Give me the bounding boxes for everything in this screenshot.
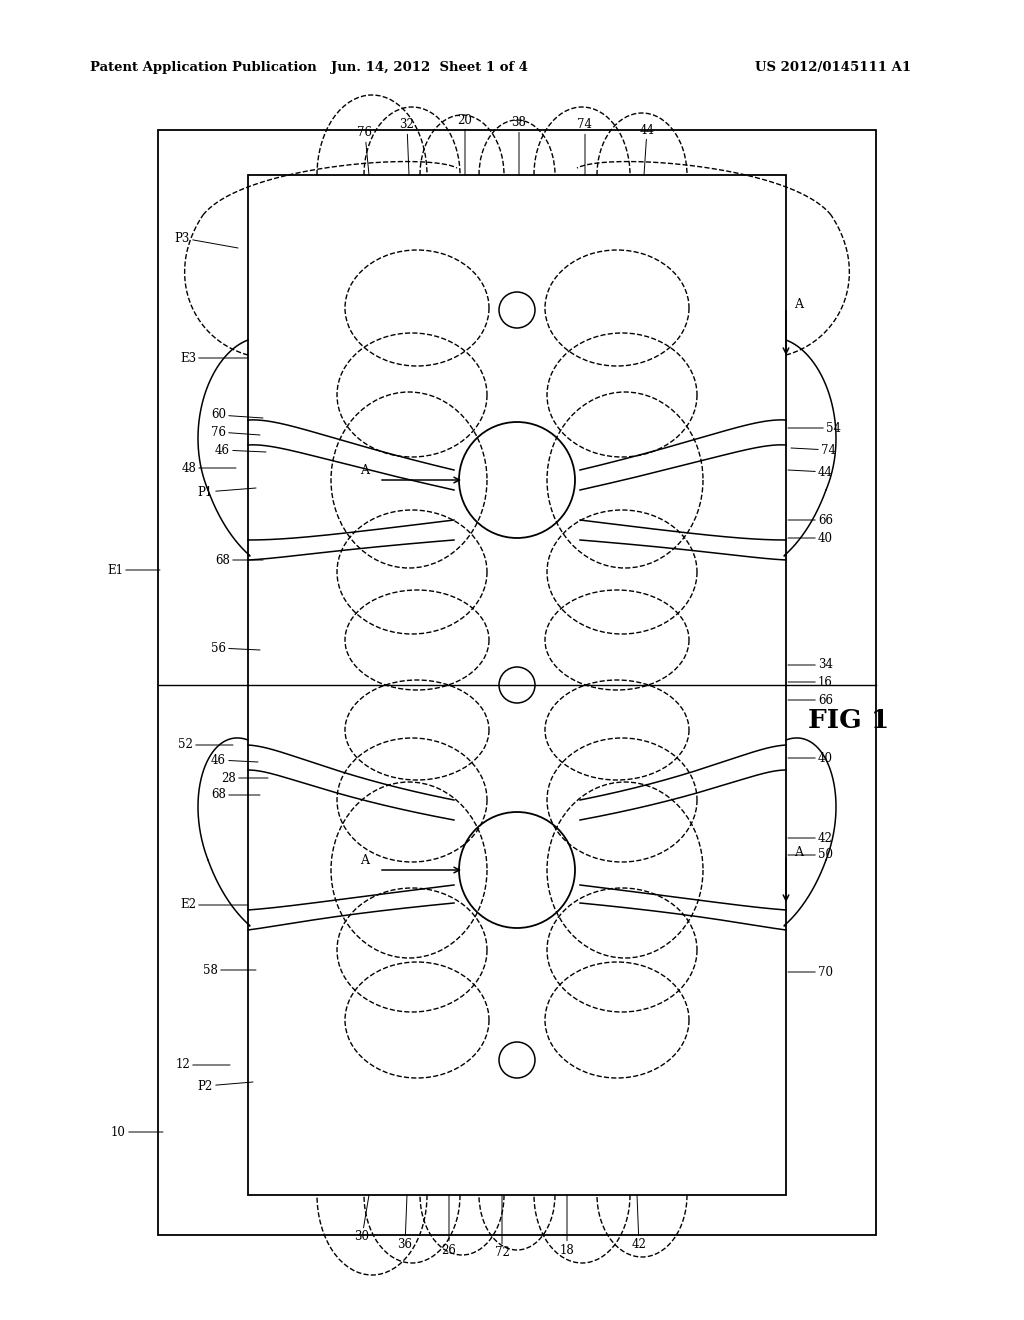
Text: 40: 40 (788, 751, 833, 764)
Text: 42: 42 (788, 832, 833, 845)
Text: 70: 70 (788, 965, 833, 978)
Text: E2: E2 (180, 899, 248, 912)
Text: 76: 76 (211, 425, 260, 438)
Text: 72: 72 (495, 1195, 509, 1259)
Text: 20: 20 (458, 114, 472, 176)
Text: US 2012/0145111 A1: US 2012/0145111 A1 (755, 62, 911, 74)
Text: 30: 30 (354, 1195, 370, 1243)
Text: Patent Application Publication: Patent Application Publication (90, 62, 316, 74)
Text: 28: 28 (221, 771, 268, 784)
Bar (158, 129, 876, 1236)
Text: 10: 10 (112, 1126, 163, 1138)
Text: 66: 66 (788, 513, 833, 527)
Text: 34: 34 (788, 659, 833, 672)
Text: 26: 26 (441, 1195, 457, 1257)
Text: 46: 46 (211, 754, 258, 767)
Text: 16: 16 (788, 676, 833, 689)
Text: FIG 1: FIG 1 (808, 708, 889, 733)
Text: 44: 44 (640, 124, 654, 176)
Text: Jun. 14, 2012  Sheet 1 of 4: Jun. 14, 2012 Sheet 1 of 4 (332, 62, 528, 74)
Text: 58: 58 (203, 964, 256, 977)
Text: 12: 12 (175, 1059, 230, 1072)
Text: 74: 74 (791, 444, 836, 457)
Text: 74: 74 (578, 119, 593, 176)
Text: E1: E1 (106, 564, 160, 577)
Text: 46: 46 (215, 444, 266, 457)
Text: 56: 56 (211, 642, 260, 655)
Text: 52: 52 (178, 738, 233, 751)
Text: 38: 38 (512, 116, 526, 176)
Text: 66: 66 (788, 693, 833, 706)
Text: 42: 42 (632, 1195, 646, 1251)
Text: 50: 50 (788, 849, 833, 862)
Text: P2: P2 (198, 1080, 253, 1093)
Text: 54: 54 (788, 421, 841, 434)
Text: A: A (360, 854, 369, 866)
Text: 68: 68 (215, 553, 263, 566)
Text: A: A (794, 846, 803, 858)
Text: E3: E3 (180, 351, 248, 364)
Text: 68: 68 (211, 788, 260, 801)
Text: 48: 48 (181, 462, 236, 474)
Bar (248, 176, 786, 1195)
Text: 32: 32 (399, 119, 415, 176)
Text: 60: 60 (211, 408, 263, 421)
Text: P1: P1 (198, 486, 256, 499)
Text: 40: 40 (788, 532, 833, 544)
Text: P3: P3 (175, 231, 238, 248)
Text: A: A (794, 298, 803, 312)
Text: 76: 76 (357, 127, 373, 176)
Text: 36: 36 (397, 1195, 413, 1251)
Text: A: A (360, 463, 369, 477)
Text: 44: 44 (788, 466, 833, 479)
Text: 18: 18 (560, 1195, 574, 1257)
